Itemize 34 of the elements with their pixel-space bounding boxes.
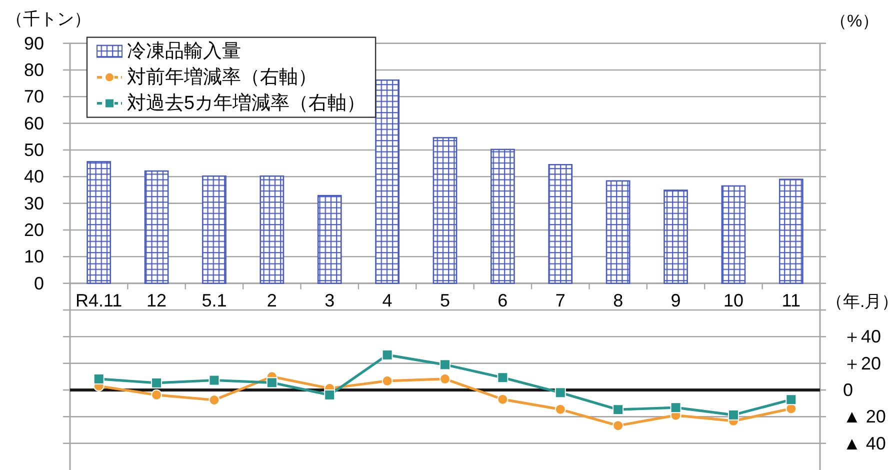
x-axis-title: （年.月） <box>826 292 896 311</box>
y2-tick-label: 0 <box>843 380 854 400</box>
y-tick-label: 10 <box>24 246 44 267</box>
y-tick-label: 30 <box>24 193 44 214</box>
x-tick-label: R4.11 <box>76 290 122 310</box>
x-tick-label: 6 <box>498 290 508 310</box>
x-tick-label: 8 <box>613 290 624 310</box>
y-tick-label: 0 <box>34 273 44 294</box>
y-tick-label: 50 <box>24 140 44 160</box>
legend-label: 対過去5カ年増減率（右軸） <box>127 92 366 114</box>
x-tick-label: 4 <box>382 290 392 310</box>
y2-tick-label: ▲ 20 <box>843 406 886 427</box>
x-tick-label: 12 <box>146 290 167 310</box>
x-tick-label: 11 <box>782 290 800 310</box>
x-tick-label: 9 <box>670 290 681 310</box>
y-tick-label: 80 <box>24 60 44 80</box>
y2-axis-title: （%） <box>830 12 880 30</box>
y-tick-label: 60 <box>24 113 44 134</box>
x-tick-label: 5 <box>440 290 450 310</box>
y-axis-title: （千トン） <box>6 10 91 28</box>
y-tick-label: 40 <box>24 166 44 187</box>
x-tick-label: 10 <box>723 290 744 310</box>
x-tick-label: 5.1 <box>202 290 227 310</box>
y-tick-label: 90 <box>24 33 44 54</box>
y-tick-label: 70 <box>24 86 44 107</box>
legend-label: 冷凍品輸入量 <box>127 40 241 62</box>
y2-tick-label: ＋20 <box>843 353 882 374</box>
legend-label: 対前年増減率（右軸） <box>127 66 317 88</box>
x-tick-label: 3 <box>324 290 335 310</box>
x-tick-label: 2 <box>266 290 277 310</box>
y2-tick-label: ▲ 40 <box>843 433 886 454</box>
x-tick-label: 7 <box>555 290 566 310</box>
y-tick-label: 20 <box>24 220 44 240</box>
y2-tick-label: ＋40 <box>843 326 882 347</box>
